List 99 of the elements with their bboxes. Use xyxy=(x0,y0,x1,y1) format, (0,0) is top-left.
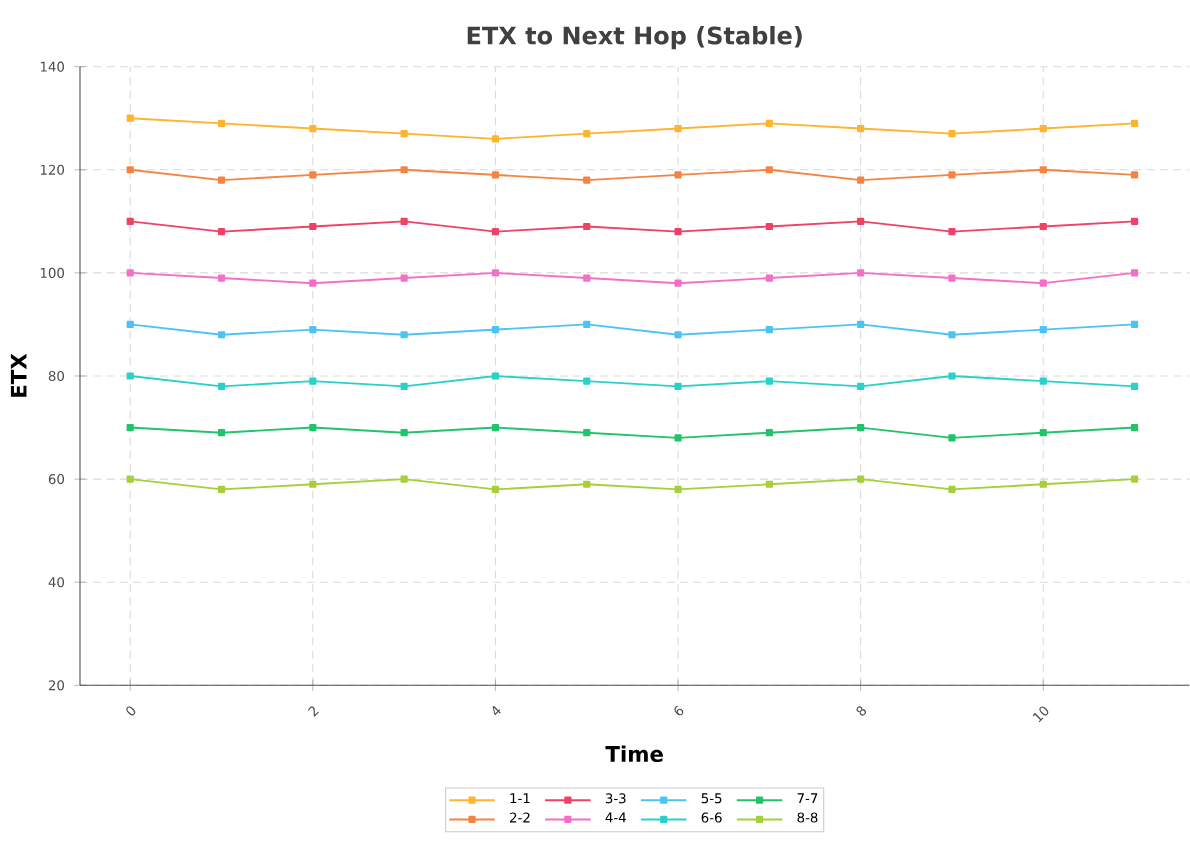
point xyxy=(948,274,956,282)
point xyxy=(309,222,317,231)
point xyxy=(126,320,134,329)
point xyxy=(765,222,773,231)
point xyxy=(217,228,226,236)
point xyxy=(126,475,134,483)
point xyxy=(400,331,408,339)
point xyxy=(948,228,956,236)
point xyxy=(857,475,865,483)
point xyxy=(765,166,773,174)
point xyxy=(1039,429,1047,437)
point xyxy=(583,429,591,437)
point xyxy=(217,382,226,390)
point xyxy=(857,382,865,390)
point xyxy=(491,228,500,236)
point xyxy=(126,217,134,225)
point xyxy=(1039,279,1047,287)
point xyxy=(765,377,773,385)
point xyxy=(1039,480,1047,488)
point xyxy=(765,119,773,127)
point xyxy=(1130,119,1139,127)
point xyxy=(948,485,956,494)
point xyxy=(1130,423,1139,432)
point xyxy=(400,217,408,225)
point xyxy=(491,269,500,277)
point xyxy=(309,423,317,432)
point xyxy=(309,124,317,133)
point xyxy=(765,325,773,334)
point xyxy=(674,434,682,442)
point xyxy=(583,274,591,282)
point xyxy=(1039,325,1047,334)
point xyxy=(1039,377,1047,385)
point xyxy=(400,475,408,483)
point xyxy=(857,124,865,133)
point xyxy=(765,274,773,282)
point xyxy=(400,382,408,390)
point xyxy=(674,124,682,133)
point xyxy=(948,434,956,442)
point xyxy=(857,423,865,432)
point xyxy=(400,429,408,437)
chart-title: ETX to Next Hop (Stable) xyxy=(467,26,802,50)
point xyxy=(1130,269,1139,277)
point xyxy=(126,372,134,380)
point xyxy=(217,119,226,127)
point xyxy=(765,480,773,488)
point xyxy=(491,372,500,380)
point xyxy=(126,269,134,277)
point xyxy=(491,135,500,143)
x-axis-title: Time xyxy=(605,745,663,762)
point xyxy=(217,331,226,339)
point xyxy=(309,279,317,287)
point xyxy=(674,331,682,339)
point xyxy=(948,372,956,380)
point xyxy=(217,485,226,494)
point xyxy=(491,171,500,179)
point xyxy=(309,325,317,334)
point xyxy=(126,166,134,174)
point xyxy=(126,423,134,432)
point xyxy=(217,176,226,184)
point xyxy=(674,485,682,494)
point xyxy=(674,171,682,179)
point xyxy=(309,480,317,488)
point xyxy=(217,429,226,437)
point xyxy=(583,320,591,329)
point xyxy=(857,320,865,329)
point xyxy=(1039,222,1047,231)
point xyxy=(309,377,317,385)
y-axis-title: ETX xyxy=(10,353,27,397)
point xyxy=(948,171,956,179)
point xyxy=(400,166,408,174)
point xyxy=(948,130,956,138)
point xyxy=(674,279,682,287)
point xyxy=(1039,166,1047,174)
point xyxy=(583,480,591,488)
point xyxy=(674,382,682,390)
point xyxy=(491,325,500,334)
point xyxy=(1130,382,1139,390)
point xyxy=(948,331,956,339)
point xyxy=(857,176,865,184)
point xyxy=(491,485,500,494)
point xyxy=(1130,171,1139,179)
point xyxy=(1130,217,1139,225)
point xyxy=(583,176,591,184)
point xyxy=(400,130,408,138)
point xyxy=(674,228,682,236)
point xyxy=(491,423,500,432)
point xyxy=(126,114,134,122)
point xyxy=(1039,124,1047,133)
point xyxy=(765,429,773,437)
point xyxy=(400,274,408,282)
point xyxy=(583,377,591,385)
point xyxy=(857,269,865,277)
point xyxy=(857,217,865,225)
point xyxy=(1130,320,1139,329)
point xyxy=(583,130,591,138)
point xyxy=(583,222,591,231)
point xyxy=(217,274,226,282)
point xyxy=(309,171,317,179)
point xyxy=(1130,475,1139,483)
